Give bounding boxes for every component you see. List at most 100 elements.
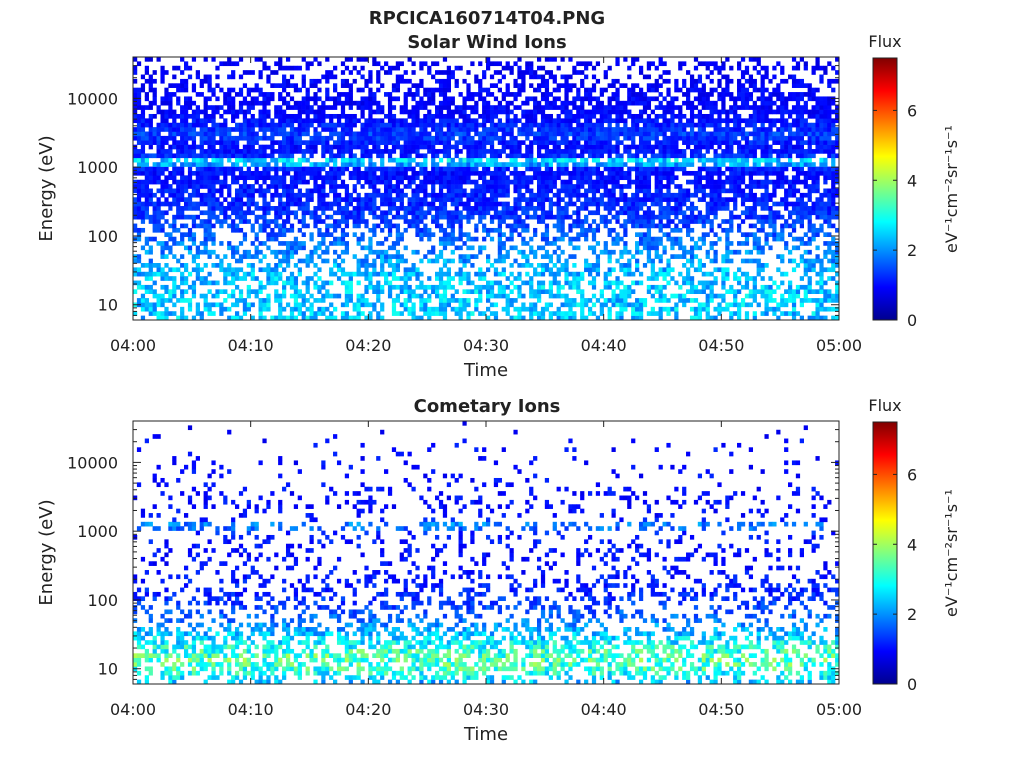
heatmap-cell [356, 280, 361, 286]
heatmap-cell [148, 170, 153, 176]
heatmap-cell [560, 131, 565, 137]
heatmap-cell [725, 227, 730, 233]
heatmap-cell [784, 311, 789, 316]
heatmap-cell [752, 144, 757, 150]
heatmap-cell [442, 280, 448, 286]
heatmap-cell [819, 214, 824, 220]
heatmap-cell [325, 249, 330, 255]
heatmap-cell [607, 149, 612, 154]
heatmap-cell [740, 179, 746, 185]
heatmap-cell [438, 271, 444, 277]
heatmap-cell [635, 298, 640, 303]
heatmap-cell [180, 254, 185, 259]
heatmap-cell [701, 162, 706, 167]
heatmap-cell [642, 131, 648, 137]
heatmap-cell [744, 311, 750, 316]
heatmap-cell [646, 140, 652, 145]
heatmap-cell [733, 271, 738, 277]
heatmap-cell [266, 263, 271, 268]
heatmap-cell [748, 170, 754, 176]
heatmap-cell [819, 306, 824, 312]
heatmap-cell [399, 206, 404, 211]
heatmap-cell [446, 223, 451, 229]
heatmap-cell [152, 236, 157, 242]
heatmap-cell [489, 192, 495, 198]
heatmap-cell [666, 192, 671, 198]
heatmap-cell [533, 170, 538, 176]
heatmap-cell [368, 153, 373, 159]
heatmap-cell [674, 175, 679, 181]
heatmap-cell [725, 302, 730, 308]
heatmap-cell [246, 157, 251, 163]
heatmap-cell [611, 135, 616, 141]
heatmap-cell [536, 271, 542, 277]
heatmap-cell [705, 293, 710, 299]
heatmap-cell [203, 302, 208, 308]
heatmap-cell [160, 271, 165, 277]
heatmap-cell [446, 140, 451, 145]
heatmap-cell [709, 258, 714, 264]
heatmap-cell [764, 184, 769, 189]
heatmap-cell [615, 184, 620, 189]
heatmap-cell [470, 144, 475, 150]
heatmap-cell [772, 236, 777, 242]
heatmap-cell [764, 232, 769, 238]
heatmap-cell [285, 162, 291, 167]
heatmap-cell [340, 144, 346, 150]
heatmap-cell [740, 192, 746, 198]
heatmap-cell [544, 232, 550, 238]
heatmap-cell [144, 210, 149, 216]
heatmap-cell [399, 149, 404, 154]
heatmap-cell [756, 135, 761, 141]
heatmap-cell [344, 298, 350, 303]
heatmap-cell [525, 214, 530, 220]
heatmap-cell [380, 179, 385, 185]
heatmap-cell [148, 276, 153, 281]
heatmap-cell [348, 140, 353, 145]
heatmap-cell [611, 214, 616, 220]
heatmap-cell [635, 166, 640, 172]
heatmap-cell [234, 302, 240, 308]
heatmap-cell [823, 206, 828, 211]
heatmap-cell [333, 236, 338, 242]
heatmap-cell [701, 184, 706, 189]
heatmap-cell [615, 201, 620, 207]
heatmap-cell [831, 170, 836, 176]
heatmap-cell [729, 179, 734, 185]
heatmap-cell [317, 267, 322, 273]
heatmap-cell [168, 232, 173, 238]
heatmap-cell [721, 284, 726, 290]
heatmap-cell [748, 258, 754, 264]
heatmap-cell [466, 311, 471, 316]
heatmap-cell [682, 219, 687, 224]
heatmap-cell [160, 254, 165, 259]
heatmap-cell [823, 140, 828, 145]
heatmap-cell [642, 170, 648, 176]
heatmap-cell [631, 306, 636, 312]
heatmap-cell [638, 236, 644, 242]
heatmap-cell [348, 175, 353, 181]
heatmap-cell [540, 214, 546, 220]
heatmap-cell [658, 315, 663, 321]
heatmap-cell [584, 149, 589, 154]
heatmap-cell [540, 201, 546, 207]
heatmap-cell [199, 170, 204, 176]
heatmap-cell [156, 162, 161, 167]
heatmap-cell [289, 144, 295, 150]
heatmap-cell [360, 210, 365, 216]
heatmap-cell [136, 214, 142, 220]
heatmap-cell [183, 179, 189, 185]
heatmap-cell [564, 232, 569, 238]
heatmap-cell [682, 263, 687, 268]
heatmap-cell [835, 298, 840, 303]
heatmap-cell [744, 280, 750, 286]
heatmap-cell [325, 293, 330, 299]
heatmap-cell [729, 219, 734, 224]
heatmap-cell [760, 267, 765, 273]
heatmap-cell [831, 175, 836, 181]
heatmap-cell [501, 188, 506, 194]
heatmap-cell [697, 258, 703, 264]
heatmap-cell [223, 140, 228, 145]
heatmap-cell [682, 276, 687, 281]
heatmap-cell [666, 236, 671, 242]
